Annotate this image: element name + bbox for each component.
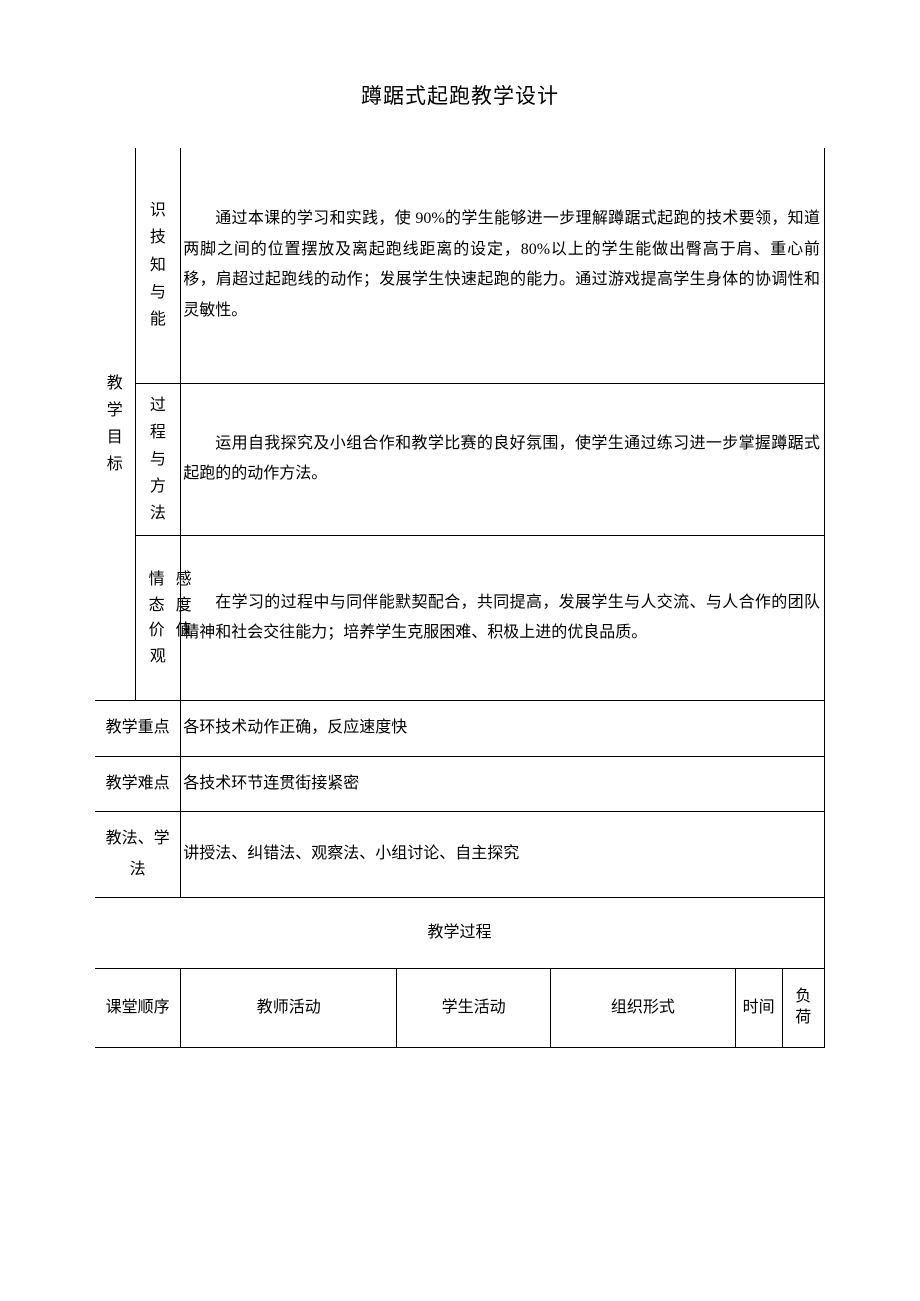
difficulty-content: 各技术环节连贯街接紧密: [181, 756, 825, 811]
page-title: 蹲踞式起跑教学设计: [95, 80, 825, 110]
col-teacher: 教师活动: [181, 969, 397, 1048]
process-header: 教学过程: [95, 898, 825, 969]
col-student: 学生活动: [397, 969, 551, 1048]
goals-process-content: 运用自我探究及小组合作和教学比赛的良好氛围，使学生通过练习进一步掌握蹲踞式起跑的…: [181, 383, 825, 536]
col-time: 时间: [735, 969, 782, 1048]
goals-knowledge-content: 通过本课的学习和实践，使 90%的学生能够进一步理解蹲踞式起跑的技术要领，知道两…: [181, 148, 825, 383]
methods-content: 讲授法、纠错法、观察法、小组讨论、自主探究: [181, 812, 825, 898]
goals-emotion-content: 在学习的过程中与同伴能默契配合，共同提高，发展学生与人交流、与人合作的团队精神和…: [181, 536, 825, 701]
col-sequence: 课堂顺序: [95, 969, 181, 1048]
keypoint-label: 教学重点: [95, 701, 181, 756]
goals-sub-knowledge: 识技知与能: [135, 148, 181, 383]
col-organization: 组织形式: [550, 969, 735, 1048]
col-load: 负荷: [782, 969, 824, 1048]
goals-sub-emotion: 情感 态度 价值 观: [135, 536, 181, 701]
goals-label: 教学目标: [95, 148, 135, 701]
methods-label: 教法、学法: [95, 812, 181, 898]
keypoint-content: 各环技术动作正确，反应速度快: [181, 701, 825, 756]
difficulty-label: 教学难点: [95, 756, 181, 811]
goals-sub-process: 过程与方法: [135, 383, 181, 536]
lesson-plan-table: 教学目标 识技知与能 通过本课的学习和实践，使 90%的学生能够进一步理解蹲踞式…: [95, 148, 825, 1048]
